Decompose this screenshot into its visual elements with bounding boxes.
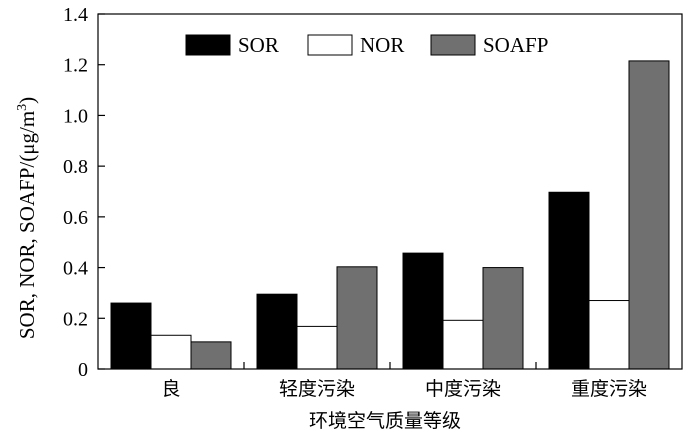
y-tick-label: 0.8 (63, 156, 88, 178)
x-axis-title: 环境空气质量等级 (309, 410, 461, 432)
y-axis-title: SOR, NOR, SOAFP/(μg/m3) (15, 97, 39, 339)
legend-label-soafp: SOAFP (483, 33, 548, 57)
y-axis-title-suffix: ) (15, 97, 39, 104)
legend-swatch-sor (185, 34, 231, 56)
bar-soafp-2 (482, 267, 524, 370)
legend-swatch-nor (307, 34, 353, 56)
bar-sor-0 (110, 302, 152, 370)
y-tick-label: 1.4 (63, 4, 88, 26)
y-tick-label: 0 (78, 359, 88, 381)
x-category-label: 中度污染 (425, 378, 501, 400)
y-ticks: 0 0.2 0.4 0.6 0.8 1.0 1.2 1.4 (63, 4, 105, 381)
legend-swatch-soafp (430, 34, 476, 56)
bar-sor-2 (402, 252, 444, 370)
y-axis-title-superscript: 3 (15, 104, 30, 111)
bar-soafp-3 (628, 60, 670, 370)
y-tick-label: 0.4 (63, 258, 88, 280)
bar-nor-1 (296, 325, 338, 370)
bar-soafp-1 (336, 266, 378, 370)
y-axis-title-main: SOR, NOR, SOAFP/(μg/m (15, 111, 39, 339)
x-category-label: 轻度污染 (279, 378, 355, 400)
legend-label-sor: SOR (238, 33, 279, 57)
bar-nor-2 (442, 319, 484, 370)
bar-nor-3 (588, 300, 630, 370)
x-categories: 良 轻度污染 中度污染 重度污染 (161, 362, 647, 400)
bar-nor-0 (150, 334, 192, 370)
bar-sor-1 (256, 293, 298, 370)
y-tick-label: 1.0 (63, 105, 88, 127)
legend: SOR NOR SOAFP (185, 33, 548, 57)
bar-soafp-0 (190, 341, 232, 370)
y-tick-label: 1.2 (63, 55, 88, 77)
bar-sor-3 (548, 191, 590, 370)
x-category-label: 良 (161, 378, 180, 400)
x-category-label: 重度污染 (571, 378, 647, 400)
y-tick-label: 0.2 (63, 308, 88, 330)
y-tick-label: 0.6 (63, 207, 88, 229)
bars (110, 60, 670, 370)
legend-label-nor: NOR (360, 33, 404, 57)
